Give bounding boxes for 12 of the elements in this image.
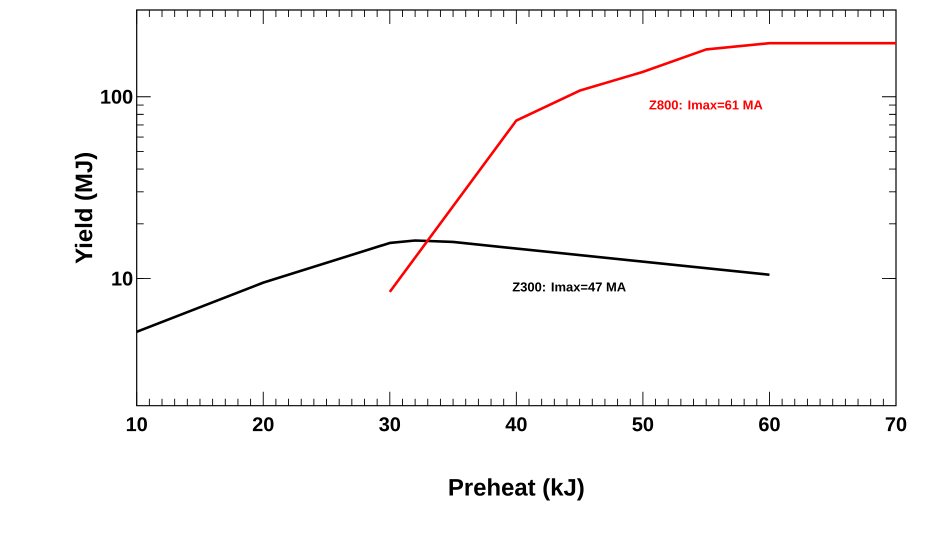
y-tick-label: 100 (101, 90, 132, 104)
x-tick-label: 30 (379, 417, 400, 432)
x-tick-label: 70 (886, 417, 906, 432)
text: Z800: Imax=61 MA (649, 100, 762, 110)
series-label: Z300: Imax=47 MA (512, 282, 626, 292)
x-tick-label: 60 (759, 417, 780, 432)
x-tick-label: 50 (632, 417, 654, 432)
y-axis-title: Yield (MJ) (74, 153, 98, 264)
x-axis-title: Preheat (kJ) (450, 478, 584, 500)
x-tick-label: 10 (126, 417, 147, 432)
x-tick-label: 40 (506, 417, 527, 432)
x-tick-label: 20 (252, 417, 274, 432)
